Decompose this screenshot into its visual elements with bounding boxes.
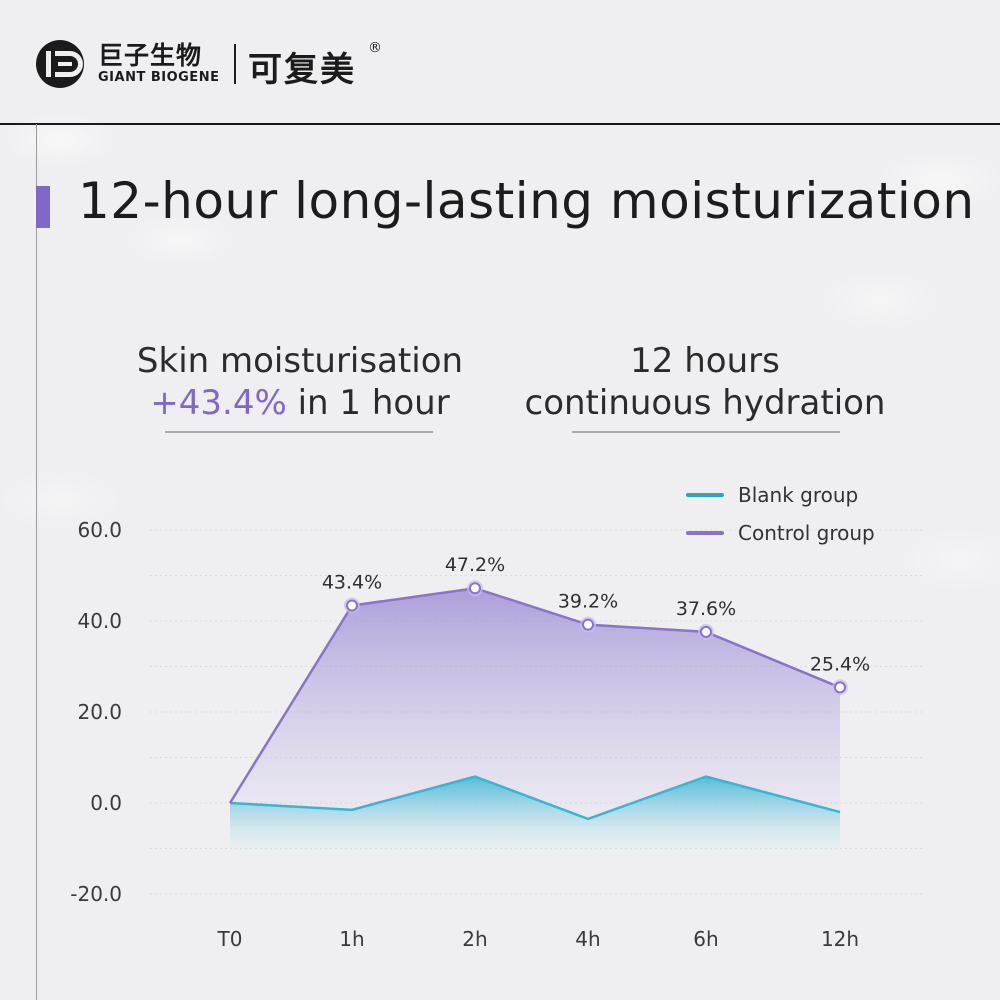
x-tick-label: 12h <box>821 927 859 951</box>
stat-left-suffix: in 1 hour <box>286 383 450 423</box>
control-point <box>582 618 594 631</box>
page-title: 12-hour long-lasting moisturization <box>78 172 975 230</box>
control-point <box>469 582 481 595</box>
x-tick-label: 2h <box>462 927 487 951</box>
stat-right: 12 hours continuous hydration <box>500 340 910 424</box>
chart-legend: Blank group Control group <box>686 476 875 552</box>
stat-right-line2: continuous hydration <box>524 383 886 423</box>
brand-name-en: GIANT BIOGENE <box>98 70 220 85</box>
stat-left-line1: Skin moisturisation <box>136 341 464 381</box>
stat-left: Skin moisturisation +43.4% in 1 hour <box>120 340 480 424</box>
x-tick-label: 1h <box>339 927 364 951</box>
header: 巨子生物 GIANT BIOGENE 可复美 ® <box>0 0 1000 124</box>
stat-left-value: +43.4% <box>150 383 287 423</box>
brand-name-cn: 巨子生物 <box>98 41 203 70</box>
legend-swatch-control <box>686 531 724 535</box>
legend-label-blank: Blank group <box>738 483 859 507</box>
control-data-label: 25.4% <box>810 653 870 675</box>
x-tick-label: 4h <box>575 927 600 951</box>
blank-group-area <box>230 776 840 851</box>
y-tick-label: 40.0 <box>77 609 122 633</box>
product-name-cn: 可复美 <box>248 50 356 90</box>
brand-divider <box>234 44 236 84</box>
y-tick-label: -20.0 <box>70 882 122 906</box>
legend-swatch-blank <box>686 493 724 497</box>
giant-biogene-logo-icon <box>36 40 84 88</box>
control-data-label: 37.6% <box>676 598 736 620</box>
registered-mark: ® <box>368 40 382 56</box>
control-point <box>834 681 846 694</box>
control-data-label: 47.2% <box>445 554 505 576</box>
y-tick-label: 0.0 <box>90 791 122 815</box>
control-point <box>346 599 358 612</box>
stat-right-underline <box>572 431 840 433</box>
control-data-label: 39.2% <box>558 591 618 613</box>
legend-item-blank: Blank group <box>686 476 875 514</box>
x-tick-label: T0 <box>217 927 243 951</box>
control-group-area <box>230 588 840 826</box>
y-tick-label: 60.0 <box>77 518 122 542</box>
control-point <box>700 625 712 638</box>
control-group-line <box>228 586 841 804</box>
y-tick-label: 20.0 <box>77 700 122 724</box>
left-rule <box>36 124 37 1000</box>
legend-label-control: Control group <box>738 521 875 545</box>
legend-item-control: Control group <box>686 514 875 552</box>
blank-group-line <box>229 775 841 821</box>
stat-left-underline <box>165 431 433 433</box>
title-accent-bar <box>36 186 50 228</box>
x-tick-label: 6h <box>693 927 718 951</box>
header-divider <box>0 123 1000 125</box>
stat-right-line1: 12 hours <box>630 341 780 381</box>
control-data-label: 43.4% <box>322 572 382 594</box>
stat-left-line2: +43.4% in 1 hour <box>120 382 480 424</box>
